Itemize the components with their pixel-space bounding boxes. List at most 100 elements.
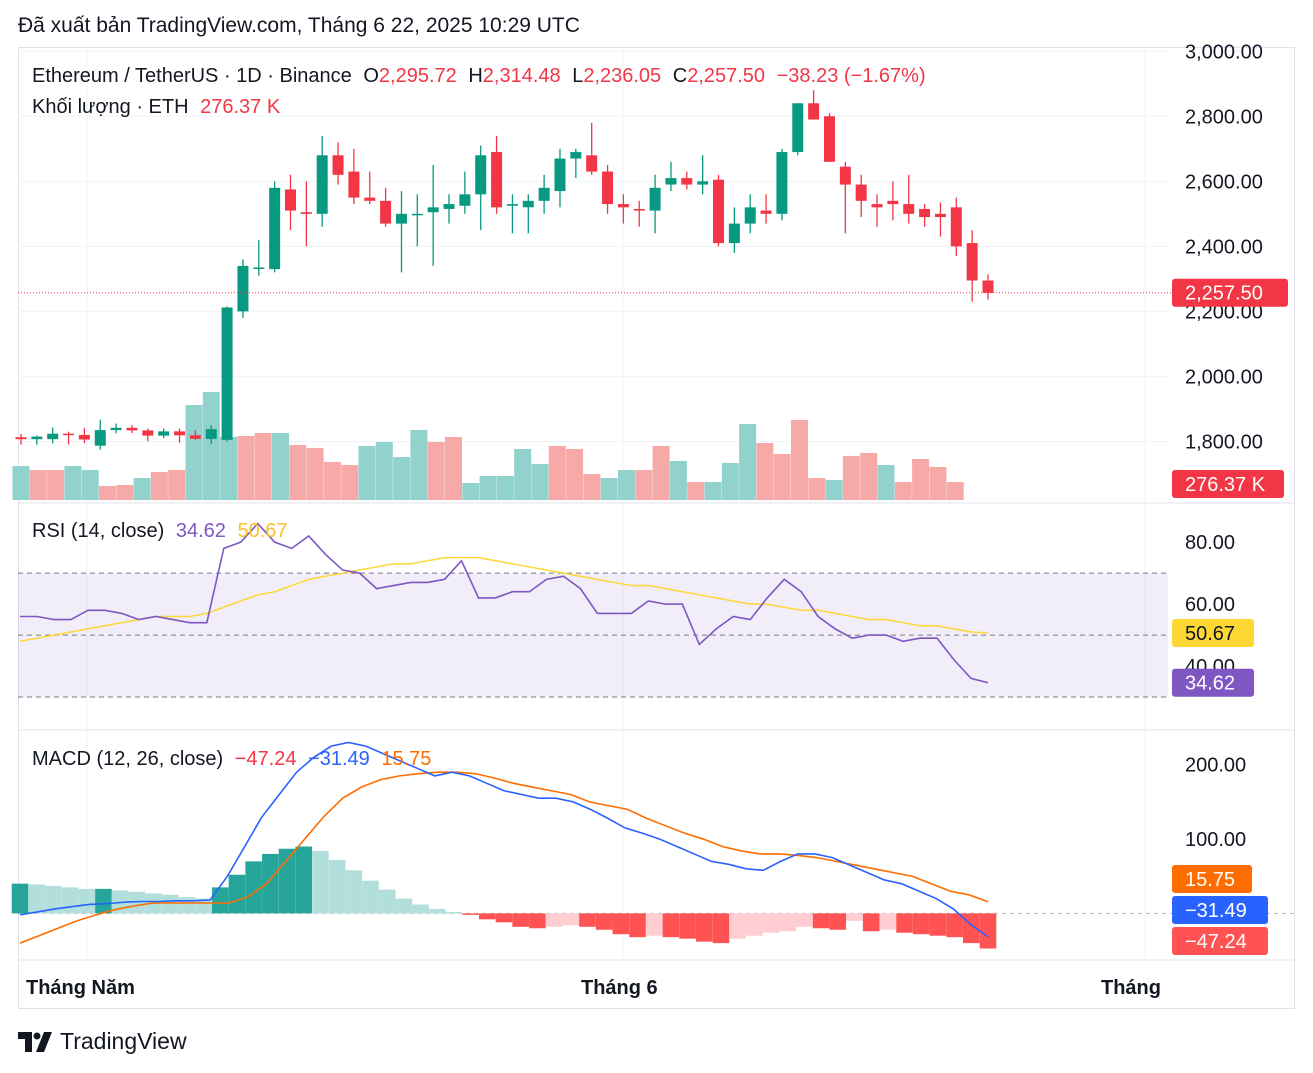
- macd-hist-badge: [1172, 927, 1268, 955]
- candle-body: [395, 213, 407, 224]
- volume-bar: [929, 467, 947, 500]
- last-price-label: 2,257.50: [1185, 283, 1263, 305]
- macd-hist-last-label: −47.24: [1185, 931, 1247, 953]
- macd-signal-line: [19, 771, 989, 944]
- volume-bar: [514, 449, 532, 500]
- macd-label[interactable]: MACD (12, 26, close): [32, 748, 224, 770]
- tradingview-logo[interactable]: TradingView: [18, 1028, 187, 1055]
- macd-histogram-bar: [712, 913, 730, 944]
- candle-body: [126, 427, 138, 431]
- candle-body: [300, 212, 312, 214]
- candle-body: [808, 103, 820, 120]
- rsi-value: 34.62: [175, 520, 226, 542]
- macd-histogram-bar: [946, 913, 963, 938]
- candle-body: [839, 166, 851, 185]
- volume-bar: [635, 470, 653, 500]
- candle-body: [855, 184, 867, 201]
- macd-histogram-bar: [562, 913, 580, 926]
- macd-line: [19, 741, 989, 938]
- volume-bar: [64, 466, 82, 500]
- macd-tick-label: 200.00: [1185, 755, 1246, 777]
- macd-histogram-bar: [312, 850, 329, 914]
- candle-body: [903, 204, 915, 214]
- macd-signal-last-label: 15.75: [1185, 869, 1235, 891]
- volume-bar: [877, 465, 895, 500]
- candle-body: [174, 431, 186, 436]
- candle-body: [332, 155, 344, 175]
- macd-histogram-bar: [829, 913, 847, 930]
- rsi-ma-line: [19, 556, 989, 643]
- candle-body: [427, 207, 439, 213]
- candle-body: [649, 187, 661, 211]
- candle-body: [554, 158, 566, 192]
- macd-tick-label: 100.00: [1185, 829, 1246, 851]
- time-axis-label: Tháng 6: [581, 977, 658, 999]
- candle-body: [871, 204, 883, 208]
- macd-histogram-bar: [245, 861, 262, 914]
- macd-histogram-bar: [529, 913, 546, 929]
- macd-histogram-bar: [879, 913, 897, 930]
- volume-bar: [669, 461, 687, 500]
- volume-bar: [496, 476, 514, 500]
- macd-histogram-bar: [95, 888, 112, 914]
- macd-histogram-bar: [746, 913, 763, 936]
- candle-body: [823, 116, 835, 162]
- rsi-tick-label: 60.00: [1185, 594, 1235, 616]
- macd-histogram-bar: [929, 913, 947, 936]
- candle-body: [792, 103, 804, 153]
- rsi-label[interactable]: RSI (14, close): [32, 520, 165, 542]
- candle-body: [284, 189, 296, 211]
- volume-label[interactable]: Khối lượng · ETH: [32, 96, 189, 118]
- candle-body: [15, 437, 27, 440]
- time-axis-label: Tháng Năm: [26, 977, 135, 999]
- volume-bar: [583, 474, 601, 500]
- candle-body: [316, 155, 328, 214]
- macd-histogram-bar: [45, 885, 62, 914]
- published-header: Đã xuất bản TradingView.com, Tháng 6 22,…: [18, 14, 580, 37]
- macd-histogram-bar: [645, 913, 663, 936]
- macd-histogram-bar: [846, 913, 863, 921]
- candle-body: [586, 155, 598, 172]
- candle-body: [205, 429, 217, 439]
- candle-body: [221, 307, 233, 440]
- high-value: 2,314.48: [482, 65, 561, 87]
- candle-body: [538, 187, 550, 201]
- price-tick-label: 2,200.00: [1185, 301, 1263, 323]
- price-tick-label: 2,400.00: [1185, 236, 1263, 258]
- volume-bar: [410, 430, 428, 500]
- macd-histogram-bar: [679, 913, 696, 939]
- volume-bar: [773, 454, 791, 500]
- rsi-ma-value: 50.67: [237, 520, 288, 542]
- price-tick-label: 2,000.00: [1185, 366, 1263, 388]
- volume-bar: [566, 449, 584, 500]
- macd-hist-value: −47.24: [234, 748, 297, 770]
- macd-histogram-bar: [278, 848, 296, 914]
- volume-bar: [12, 466, 30, 500]
- candle-body: [78, 434, 90, 440]
- volume-bar: [375, 442, 393, 500]
- volume-bar: [548, 446, 566, 500]
- candle-body: [459, 194, 471, 206]
- macd-last-label: −31.49: [1185, 900, 1247, 922]
- price-legend: Ethereum / TetherUS · 1D · Binance O2,29…: [32, 65, 932, 88]
- macd-histogram-bar: [479, 913, 496, 920]
- volume-bar: [185, 405, 203, 500]
- candle-body: [475, 155, 487, 195]
- symbol-label[interactable]: Ethereum / TetherUS · 1D · Binance: [32, 65, 352, 87]
- candle-body: [697, 181, 709, 185]
- macd-histogram-bar: [128, 891, 146, 914]
- volume-bar: [393, 457, 411, 500]
- candle-body: [491, 152, 503, 208]
- volume-bar: [254, 433, 272, 500]
- volume-bar: [756, 443, 774, 500]
- candle-body: [887, 200, 899, 205]
- macd-histogram-bar: [328, 859, 346, 914]
- macd-histogram-bar: [912, 913, 930, 935]
- volume-last-badge: [1172, 470, 1284, 498]
- volume-bar: [202, 392, 220, 500]
- candle-body: [934, 213, 946, 218]
- volume-bar: [652, 446, 670, 500]
- macd-histogram-bar: [896, 913, 913, 933]
- tradingview-logo-icon: [18, 1031, 52, 1052]
